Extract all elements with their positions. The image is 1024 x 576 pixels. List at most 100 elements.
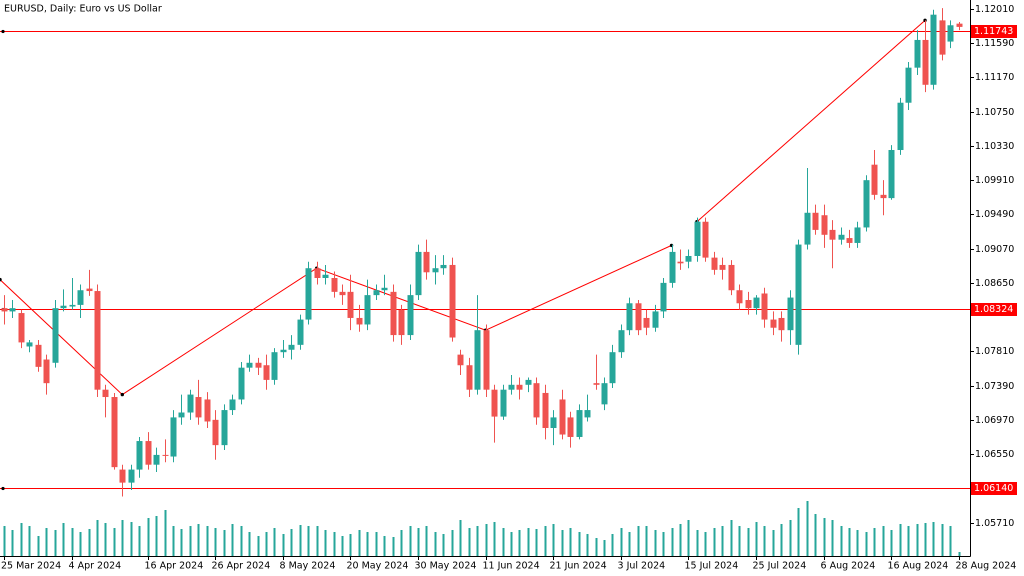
candle-body: [347, 291, 354, 318]
candle-body: [102, 389, 109, 398]
candle-body: [652, 311, 659, 328]
candle-body: [778, 317, 785, 331]
candle-body: [381, 287, 388, 291]
trendline-vertex: [0, 277, 2, 282]
x-tick-label: 11 Jun 2024: [483, 561, 540, 572]
y-tick-label: 1.11590: [975, 38, 1014, 49]
chart-title: EURUSD, Daily: Euro vs US Dollar: [4, 4, 162, 15]
candle-body: [246, 362, 253, 368]
candle-body: [221, 410, 228, 446]
candle-body: [204, 399, 211, 422]
candle-body: [609, 352, 616, 384]
levels: [0, 29, 970, 491]
level-label: 1.08324: [974, 304, 1013, 315]
candle-body: [94, 291, 101, 390]
candle-body: [18, 313, 25, 343]
trendlines: [0, 18, 927, 397]
candle-body: [871, 164, 878, 195]
candle-body: [364, 295, 371, 325]
x-tick-label: 25 Jul 2024: [753, 561, 807, 572]
candle-body: [804, 212, 811, 245]
candle-body: [119, 469, 126, 483]
candle-body: [516, 384, 523, 390]
level-anchor: [1, 29, 5, 34]
candle-body: [86, 288, 93, 292]
y-tick-label: 1.07390: [975, 381, 1014, 392]
candle-body: [567, 417, 574, 437]
trendline: [0, 244, 672, 396]
candle-body: [195, 397, 202, 418]
candle-body: [922, 39, 929, 85]
level-label-box: [971, 482, 1017, 495]
candle-body: [390, 291, 397, 336]
candle-body: [162, 454, 169, 456]
candle-body: [280, 349, 287, 353]
candle-body: [128, 469, 135, 483]
candle-body: [863, 180, 870, 228]
candle-body: [677, 261, 684, 264]
candle-body: [1, 308, 8, 312]
level-anchor: [1, 486, 5, 491]
x-tick-label: 6 Aug 2024: [821, 561, 876, 572]
candle-body: [838, 234, 845, 240]
candle-body: [939, 20, 946, 55]
candle-body: [626, 303, 633, 331]
candle-body: [584, 410, 591, 418]
candle-body: [69, 304, 76, 307]
candle-body: [736, 290, 743, 304]
x-tick-label: 3 Jul 2024: [618, 561, 666, 572]
candle-body: [297, 319, 304, 345]
trendline: [696, 20, 926, 223]
candle-body: [956, 23, 963, 27]
candle-body: [432, 268, 439, 273]
x-tick-label: 15 Jul 2024: [685, 561, 739, 572]
candle-body: [728, 264, 735, 291]
y-tick-label: 1.09070: [975, 244, 1014, 255]
candle-body: [795, 244, 802, 345]
candle-body: [229, 399, 236, 411]
candle-body: [423, 251, 430, 273]
candle-body: [491, 389, 498, 417]
y-tick-label: 1.05710: [975, 518, 1014, 529]
candle-body: [187, 394, 194, 413]
candle-body: [550, 417, 557, 429]
candle-body: [719, 264, 726, 270]
candle-body: [669, 251, 676, 283]
candle-body: [500, 389, 507, 417]
candle-body: [466, 365, 473, 390]
level-labels: 1.11743 1.08324 1.06140: [971, 25, 1017, 495]
candle-body: [854, 227, 861, 243]
candle-body: [483, 330, 490, 390]
y-tick-label: 1.09490: [975, 209, 1014, 220]
candle-body: [153, 454, 160, 465]
y-tick-label: 1.11170: [975, 72, 1014, 83]
candle-body: [9, 308, 16, 312]
candle-body: [542, 392, 549, 429]
candle-body: [930, 14, 937, 85]
candle-body: [52, 308, 59, 363]
x-tick-label: 16 Aug 2024: [888, 561, 949, 572]
candle-body: [601, 383, 608, 405]
candle-body: [685, 255, 692, 262]
candle-body: [753, 297, 760, 309]
candle-body: [457, 354, 464, 366]
trendline-vertex: [120, 392, 125, 397]
y-tick-label: 1.07810: [975, 346, 1014, 357]
y-tick-label: 1.10750: [975, 107, 1014, 118]
y-tick-label: 1.08650: [975, 278, 1014, 289]
candle-body: [178, 412, 185, 418]
x-tick-label: 30 May 2024: [415, 561, 477, 572]
candle-body: [660, 282, 667, 312]
level-label: 1.06140: [974, 483, 1013, 494]
candle-body: [888, 150, 895, 199]
candle-body: [263, 365, 270, 380]
x-tick-label: 26 Apr 2024: [212, 561, 271, 572]
x-tick-label: 16 Apr 2024: [145, 561, 204, 572]
candle-body: [136, 441, 143, 470]
volume-pane: [3, 501, 961, 556]
candle-body: [373, 290, 380, 296]
candle-body: [288, 344, 295, 350]
candle-body: [449, 264, 456, 338]
candle-body: [398, 309, 405, 336]
